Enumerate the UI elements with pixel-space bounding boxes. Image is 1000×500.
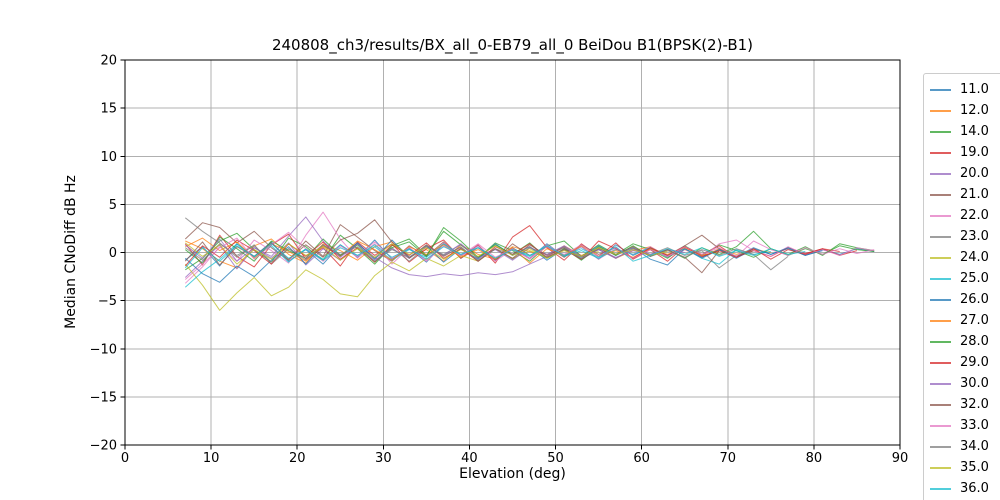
y-tick-label: 20 — [100, 54, 117, 69]
legend-line-swatch — [930, 340, 951, 343]
series-line-33.0 — [184, 231, 875, 280]
series-line-28.0 — [184, 227, 875, 264]
legend-item-21.0: 21.0 — [930, 184, 1000, 205]
legend-item-12.0: 12.0 — [930, 100, 1000, 121]
x-axis-label: Elevation (deg) — [459, 466, 566, 482]
x-tick-label: 10 — [203, 451, 220, 466]
legend-item-30.0: 30.0 — [930, 373, 1000, 394]
legend-line-swatch — [930, 487, 951, 490]
legend-item-20.0: 20.0 — [930, 163, 1000, 184]
legend-label: 28.0 — [960, 334, 989, 349]
legend-line-swatch — [930, 277, 951, 280]
legend-label: 22.0 — [960, 208, 989, 223]
legend-line-swatch — [930, 235, 951, 238]
legend-item-22.0: 22.0 — [930, 205, 1000, 226]
x-tick-label: 40 — [461, 451, 478, 466]
x-tick-label: 30 — [375, 451, 392, 466]
legend-item-11.0: 11.0 — [930, 79, 1000, 100]
legend-line-swatch — [930, 130, 951, 133]
x-tick-label: 60 — [633, 451, 650, 466]
legend-label: 29.0 — [960, 355, 989, 370]
legend-label: 30.0 — [960, 376, 989, 391]
series-lines — [184, 211, 875, 311]
tick-marks — [120, 59, 901, 450]
legend-item-29.0: 29.0 — [930, 352, 1000, 373]
legend-line-swatch — [930, 382, 951, 385]
legend-line-swatch — [930, 445, 951, 448]
x-tick-label: 50 — [547, 451, 564, 466]
x-tick-label: 20 — [289, 451, 306, 466]
legend-item-27.0: 27.0 — [930, 310, 1000, 331]
legend-line-swatch — [930, 109, 951, 112]
legend-label: 23.0 — [960, 229, 989, 244]
legend-label: 14.0 — [960, 124, 989, 139]
legend-item-32.0: 32.0 — [930, 394, 1000, 415]
chart-title: 240808_ch3/results/BX_all_0-EB79_all_0 B… — [271, 36, 754, 54]
legend-line-swatch — [930, 298, 951, 301]
y-tick-label: 15 — [100, 102, 117, 117]
legend-line-swatch — [930, 403, 951, 406]
y-axis-label: Median CNoDiff dB Hz — [63, 175, 79, 329]
legend-label: 33.0 — [960, 418, 989, 433]
series-line-36.0 — [184, 243, 806, 269]
x-tick-labels: 0 10 20 30 40 50 60 70 80 90 — [121, 451, 908, 466]
legend-label: 25.0 — [960, 271, 989, 286]
legend-line-swatch — [930, 466, 951, 469]
legend-line-swatch — [930, 256, 951, 259]
x-tick-label: 80 — [806, 451, 823, 466]
legend-label: 19.0 — [960, 145, 989, 160]
legend-item-35.0: 35.0 — [930, 457, 1000, 478]
y-tick-label: 5 — [109, 198, 117, 213]
legend-label: 36.0 — [960, 481, 989, 496]
legend-item-23.0: 23.0 — [930, 226, 1000, 247]
legend-label: 24.0 — [960, 250, 989, 265]
y-tick-label: 0 — [109, 246, 117, 261]
y-tick-labels: −20 −15 −10 −5 0 5 10 15 20 — [90, 54, 117, 454]
y-tick-label: −15 — [90, 390, 117, 405]
legend-item-19.0: 19.0 — [930, 142, 1000, 163]
y-tick-label: −5 — [98, 294, 117, 309]
legend-line-swatch — [930, 361, 951, 364]
legend-label: 32.0 — [960, 397, 989, 412]
x-tick-label: 90 — [892, 451, 909, 466]
legend-label: 27.0 — [960, 313, 989, 328]
legend-label: 12.0 — [960, 103, 989, 118]
legend-line-swatch — [930, 151, 951, 154]
series-line-24.0 — [184, 248, 599, 311]
legend-item-24.0: 24.0 — [930, 247, 1000, 268]
legend-line-swatch — [930, 214, 951, 217]
series-line-34.0 — [185, 243, 789, 271]
legend-label: 26.0 — [960, 292, 989, 307]
x-tick-label: 0 — [121, 451, 129, 466]
series-line-35.0 — [184, 242, 668, 265]
legend-label: 11.0 — [960, 82, 989, 97]
legend-item-25.0: 25.0 — [930, 268, 1000, 289]
y-tick-label: 10 — [100, 150, 117, 165]
y-tick-label: −10 — [90, 342, 117, 357]
legend-label: 20.0 — [960, 166, 989, 181]
legend-line-swatch — [930, 88, 951, 91]
legend-line-swatch — [930, 193, 951, 196]
legend-item-26.0: 26.0 — [930, 289, 1000, 310]
legend-item-28.0: 28.0 — [930, 331, 1000, 352]
x-tick-label: 70 — [720, 451, 737, 466]
legend-line-swatch — [930, 172, 951, 175]
legend-label: 34.0 — [960, 439, 989, 454]
legend-box: 11.0 12.0 14.0 19.0 20.0 21.0 22.0 23.0 24.0 25.0… — [923, 73, 1000, 500]
y-tick-label: −20 — [90, 439, 117, 454]
legend-label: 21.0 — [960, 187, 989, 202]
legend-label: 35.0 — [960, 460, 989, 475]
legend-item-34.0: 34.0 — [930, 436, 1000, 457]
legend-line-swatch — [930, 424, 951, 427]
legend-item-14.0: 14.0 — [930, 121, 1000, 142]
legend-item-36.0: 36.0 — [930, 478, 1000, 499]
legend-item-33.0: 33.0 — [930, 415, 1000, 436]
legend-line-swatch — [930, 319, 951, 322]
